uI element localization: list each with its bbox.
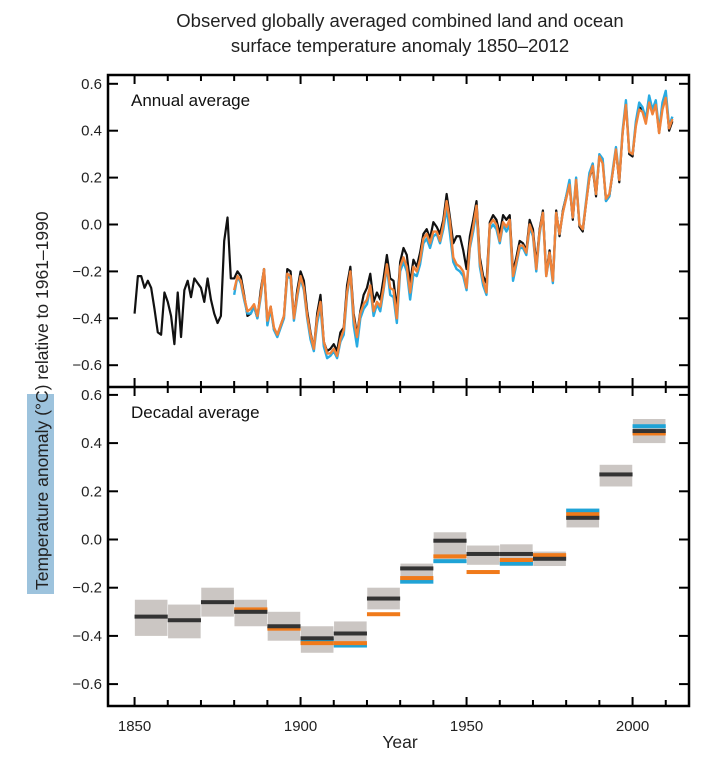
decadal-black-line [366,596,401,601]
decadal-average-label: Decadal average [131,403,260,422]
decadal-orange-line [466,570,500,575]
decadal-black-line [234,609,268,614]
annual-y-tick-label: 0.0 [81,217,102,234]
annual-average-panel: Annual average 0.6 0.4 0.2 0.0 −0.2 −0.4 −0.6 [72,76,689,374]
annual-y-tick-label: 0.2 [81,170,102,187]
plot-border [106,73,691,708]
decadal-orange-line [532,553,567,558]
decadal-black-line [134,614,168,619]
plot-frame [106,73,691,708]
y-axis-label: Temperature anomaly (°C) relative to 196… [27,211,54,594]
annual-average-label: Annual average [131,91,250,110]
y-axis-label-rest: (°C) relative to 1961–1990 [32,211,52,421]
annual-y-tick-label: −0.2 [72,263,102,280]
decadal-average-panel: Decadal average 0.6 0.4 0.2 0.0 −0.2 −0.4 −0.6 [72,387,689,693]
chart-title-line-1: Observed globally averaged combined land… [176,10,623,31]
decadal-y-tick-label: −0.4 [72,628,102,645]
decadal-orange-line [366,612,401,617]
chart-title-line-2: surface temperature anomaly 1850–2012 [231,35,569,56]
annual-series-dataset-blue [232,89,674,360]
decadal-black-line [433,538,467,543]
annual-y-ticks: 0.6 0.4 0.2 0.0 −0.2 −0.4 −0.6 [72,76,689,374]
annual-series-dataset-orange [232,96,674,358]
decadal-y-tick-label: 0.4 [81,435,102,452]
decadal-blue-line [300,638,334,643]
annual-y-tick-label: 0.4 [81,123,102,140]
decadal-black-line [200,600,235,605]
y-axis-label-highlighted-part: Temperature anomaly [32,421,52,590]
decadal-y-tick-label: 0.0 [81,532,102,549]
decadal-orange-line [400,576,434,581]
chart-title: Observed globally averaged combined land… [176,10,623,56]
decadal-y-ticks: 0.6 0.4 0.2 0.0 −0.2 −0.4 −0.6 [72,387,689,693]
decadal-orange-line [300,641,334,646]
decadal-black-line [599,472,633,477]
decadal-orange-line [566,512,600,517]
decadal-black-line [267,624,301,629]
decadal-orange-line [499,557,533,562]
decadal-blue-line [400,579,434,584]
decadal-black-line [499,551,533,556]
x-axis-label: Year [382,732,418,752]
decadal-black-line [632,429,666,434]
x-tick-label: 1900 [284,718,317,735]
decadal-black-line [532,556,567,561]
x-tick-label: 2000 [616,718,649,735]
annual-series-lines [133,89,674,360]
y-axis-label-highlight [27,394,54,594]
decadal-orange-line [234,607,268,612]
decadal-blue-line [566,508,600,513]
decadal-orange-line [267,626,301,631]
decadal-y-tick-label: −0.2 [72,580,102,597]
decadal-black-line [300,636,334,641]
y-axis-label-text: Temperature anomaly (°C) relative to 196… [32,211,52,590]
annual-y-tick-label: 0.6 [81,76,102,93]
decadal-blue-line [333,643,367,648]
decadal-orange-line [632,431,666,436]
decadal-black-line [400,566,434,571]
decadal-orange-line [333,641,367,646]
decadal-y-tick-label: 0.6 [81,387,102,404]
decadal-blue-line [499,561,533,566]
annual-y-tick-label: −0.6 [72,357,102,374]
decadal-y-tick-label: −0.6 [72,676,102,693]
decadal-black-line [566,515,600,520]
decadal-bars [134,419,666,653]
annual-y-tick-label: −0.4 [72,310,102,327]
decadal-y-tick-label: 0.2 [81,483,102,500]
decadal-black-line [167,618,201,623]
annual-series-dataset-black [133,92,674,353]
x-tick-label: 1850 [118,718,151,735]
decadal-blue-line [632,424,666,429]
x-ticks: 1850 1900 1950 2000 [118,75,667,735]
decadal-black-line [466,551,500,556]
decadal-black-line [333,631,367,636]
decadal-blue-line [433,559,467,564]
decadal-orange-line [433,554,467,559]
x-tick-label: 1950 [450,718,483,735]
